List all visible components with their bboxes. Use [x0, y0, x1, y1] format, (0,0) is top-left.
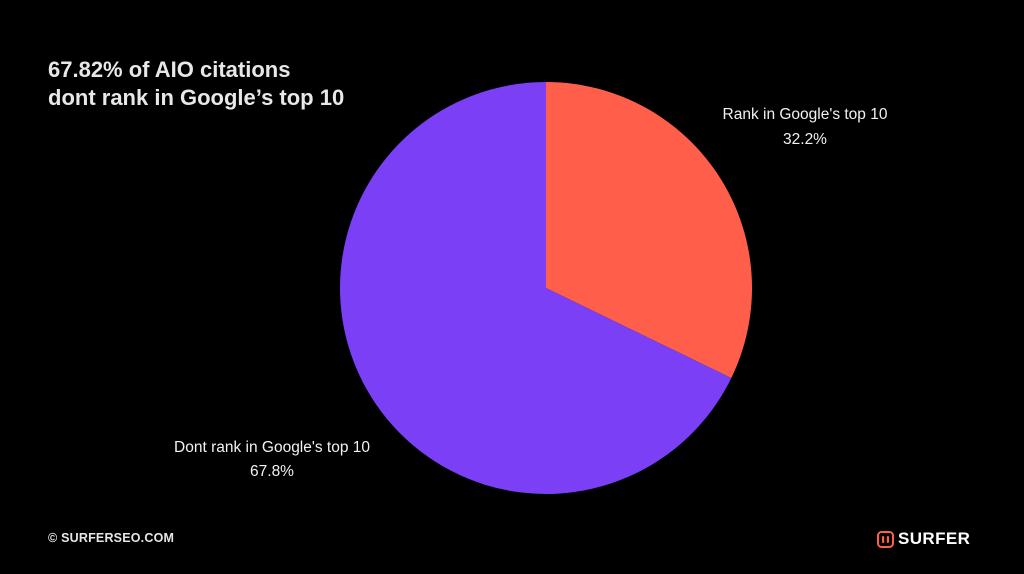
pie-slice-rank — [546, 82, 753, 379]
pie-slices — [340, 82, 753, 494]
surfer-logo-icon — [877, 530, 894, 548]
slice-label-dont-rank: Dont rank in Google's top 10 — [174, 439, 370, 456]
copyright-text: © SURFERSEO.COM — [48, 531, 175, 545]
chart-title-line-2: dont rank in Google’s top 10 — [48, 85, 345, 110]
chart-title: 67.82% of AIO citations dont rank in Goo… — [48, 56, 388, 112]
slice-value-dont-rank: 67.8% — [250, 463, 294, 480]
brand-name: SURFER — [898, 529, 971, 548]
pie-labels: Rank in Google's top 10 32.2% Dont rank … — [174, 106, 888, 480]
chart-title-line-1: 67.82% of AIO citations — [48, 57, 291, 82]
pie-slice-dont-rank — [340, 82, 732, 494]
brand-logo: SURFER — [877, 528, 970, 550]
slice-label-rank: Rank in Google's top 10 — [723, 106, 888, 123]
slice-value-rank: 32.2% — [783, 131, 827, 148]
